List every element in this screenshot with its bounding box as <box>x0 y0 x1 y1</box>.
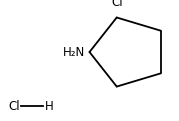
Text: H₂N: H₂N <box>63 45 85 59</box>
Text: Cl: Cl <box>8 100 20 113</box>
Text: Cl: Cl <box>111 0 122 9</box>
Text: H: H <box>45 100 54 113</box>
